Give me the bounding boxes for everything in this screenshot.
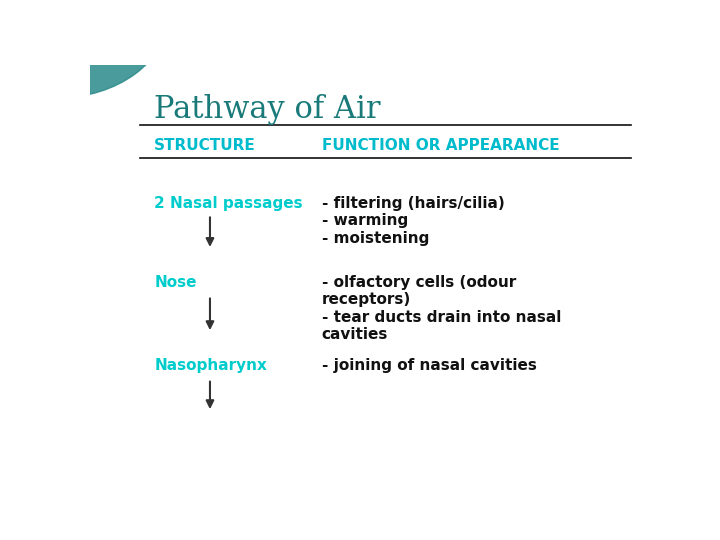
Text: - olfactory cells (odour
receptors)
- tear ducts drain into nasal
cavities: - olfactory cells (odour receptors) - te… xyxy=(322,275,561,342)
Circle shape xyxy=(0,0,168,98)
Circle shape xyxy=(0,0,129,69)
Text: Nose: Nose xyxy=(154,275,197,290)
Text: - joining of nasal cavities: - joining of nasal cavities xyxy=(322,358,536,373)
Text: 2 Nasal passages: 2 Nasal passages xyxy=(154,196,303,211)
Text: Pathway of Air: Pathway of Air xyxy=(154,94,381,125)
Text: Nasopharynx: Nasopharynx xyxy=(154,358,267,373)
Text: STRUCTURE: STRUCTURE xyxy=(154,138,256,153)
Text: FUNCTION OR APPEARANCE: FUNCTION OR APPEARANCE xyxy=(322,138,559,153)
Text: - filtering (hairs/cilia)
- warming
- moistening: - filtering (hairs/cilia) - warming - mo… xyxy=(322,196,504,246)
